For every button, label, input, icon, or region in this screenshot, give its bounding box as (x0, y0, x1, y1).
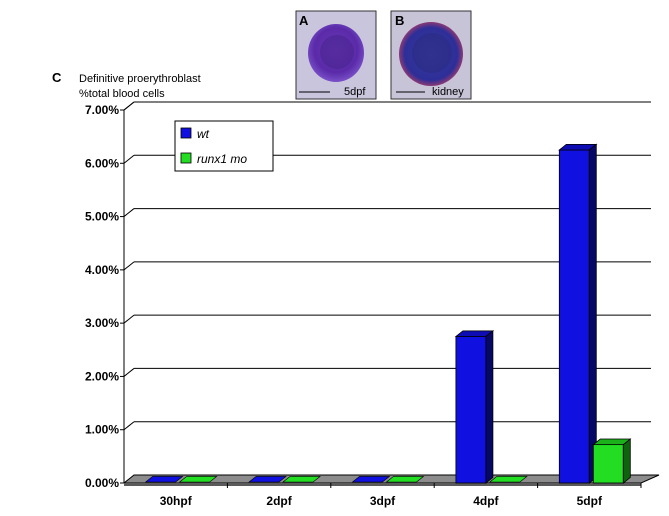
bar-flat (351, 476, 391, 483)
gridline-diagonal (123, 314, 135, 324)
y-tick-label: 1.00% (85, 423, 119, 437)
x-tick-label: 2dpf (266, 494, 292, 508)
bar-side (485, 330, 494, 484)
bar-flat (282, 476, 321, 483)
y-axis-label-line-1: Definitive proerythroblast (79, 73, 201, 85)
y-tick-label: 0.00% (85, 476, 119, 490)
bar-wt-5dpf (558, 143, 598, 484)
panel-b-letter: B (395, 13, 404, 28)
legend-label-wt: wt (197, 127, 210, 141)
legend-swatch-runx1-mo (180, 152, 192, 164)
bar-front (455, 336, 487, 484)
micrograph-panel-b: B kidney (390, 10, 472, 100)
gridline-diagonal (123, 368, 135, 377)
x-tick-label: 3dpf (370, 494, 396, 508)
bar-front (558, 149, 590, 484)
y-tick-label: 3.00% (85, 316, 119, 330)
bar-runx1-mo-4dpf (489, 476, 528, 483)
panel-a-letter: A (299, 13, 309, 28)
cell-a-nucleus (320, 35, 354, 69)
panel-c-letter: C (52, 70, 62, 85)
legend-swatch-wt (180, 127, 192, 139)
gridline-diagonal (123, 421, 135, 431)
gridline-diagonal (123, 261, 135, 271)
y-axis-ticks: 0.00% 1.00% 2.00% 3.00% 4.00% 5.00% 6.00% 7.00% (85, 103, 124, 490)
x-tick-label: 5dpf (577, 494, 603, 508)
legend-label-runx1-mo: runx1 mo (197, 152, 247, 166)
cell-b-nucleus (412, 33, 452, 73)
bar-flat (144, 476, 184, 483)
y-tick-label: 6.00% (85, 156, 119, 170)
gridline-diagonal (123, 154, 135, 164)
bars (144, 143, 632, 484)
bar-runx1-mo-30hpf (178, 476, 218, 483)
bar-flat (385, 476, 425, 483)
y-tick-label: 7.00% (85, 103, 119, 117)
bar-side (588, 143, 597, 484)
x-tick-label: 4dpf (473, 494, 499, 508)
floor-edge (124, 483, 641, 486)
micrograph-panel-a: A 5dpf (295, 10, 377, 100)
legend: wt runx1 mo (174, 120, 274, 172)
bar-runx1-mo-3dpf (385, 476, 425, 483)
y-axis-top-diagonal (123, 101, 135, 111)
y-axis-label-line-2: %total blood cells (79, 88, 165, 100)
bar-flat (489, 476, 528, 483)
bar-runx1-mo-2dpf (282, 476, 321, 483)
bar-wt-3dpf (351, 476, 391, 483)
x-tick-label: 30hpf (160, 494, 193, 508)
y-tick-label: 5.00% (85, 210, 119, 224)
bar-wt-4dpf (454, 330, 495, 484)
bar-front (592, 444, 624, 484)
bar-wt-2dpf (248, 476, 287, 483)
bar-wt-30hpf (144, 476, 184, 483)
bar-side (622, 438, 631, 484)
y-tick-label: 2.00% (85, 369, 119, 383)
panel-b-caption: kidney (432, 86, 464, 98)
bar-flat (178, 476, 218, 483)
bar-runx1-mo-5dpf (592, 438, 632, 484)
panel-a-caption: 5dpf (344, 86, 366, 98)
gridline-diagonal (123, 208, 135, 217)
x-axis-ticks: 30hpf 2dpf 3dpf 4dpf 5dpf (160, 483, 642, 508)
y-tick-label: 4.00% (85, 263, 119, 277)
bar-flat (248, 476, 287, 483)
bar-chart: 0.00% 1.00% 2.00% 3.00% 4.00% 5.00% 6.00% 7.00%… (85, 101, 660, 508)
